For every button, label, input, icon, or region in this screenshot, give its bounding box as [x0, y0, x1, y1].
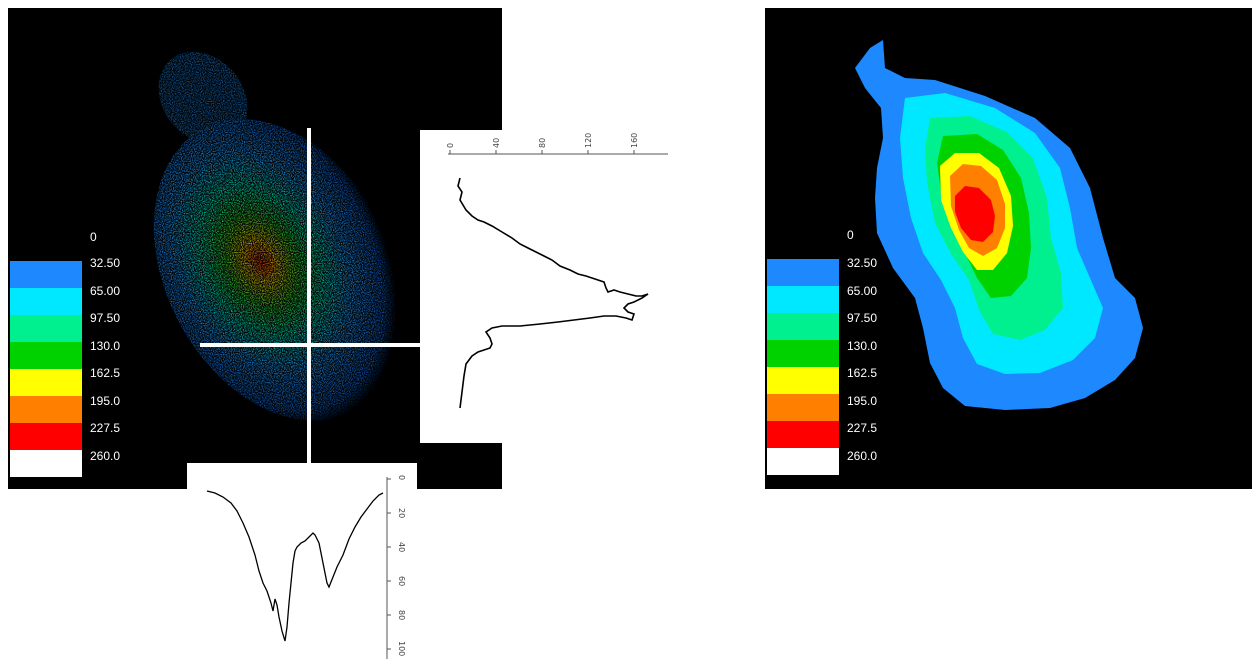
legend-label: 130.0 — [847, 339, 878, 353]
tick-label: 20 — [397, 508, 406, 518]
legend-swatch — [10, 396, 82, 423]
legend-swatch — [767, 259, 839, 286]
legend-label: 195.0 — [90, 394, 121, 408]
right-color-legend: 0 32.50 65.00 97.50 130.0 162.5 195.0 22… — [767, 228, 907, 490]
tick-label: 160 — [630, 133, 639, 148]
horizontal-profile-curve — [206, 490, 384, 642]
legend-label: 195.0 — [847, 394, 878, 408]
fitted-beam-image — [855, 40, 1143, 410]
legend-label: 97.50 — [847, 311, 878, 325]
legend-swatch — [767, 367, 839, 394]
tick-label: 40 — [397, 542, 406, 552]
tick-label: 80 — [397, 610, 406, 620]
tick-label: 120 — [584, 133, 593, 148]
legend-label: 65.00 — [90, 284, 121, 298]
fitted-contours — [855, 40, 1143, 410]
legend-swatch — [767, 286, 839, 313]
legend-label: 260.0 — [847, 449, 878, 463]
legend-swatch — [10, 423, 82, 450]
legend-swatch — [767, 421, 839, 448]
tick-label: 40 — [492, 138, 501, 148]
legend-swatch — [10, 288, 82, 315]
legend-label: 227.5 — [847, 421, 878, 435]
legend-label: 227.5 — [90, 421, 121, 435]
left-color-legend: 0 32.50 65.00 97.50 130.0 162.5 195.0 22… — [10, 230, 150, 492]
legend-zero-label: 0 — [90, 230, 97, 244]
tick-label: 0 — [446, 143, 455, 148]
fitted-beam-image-panel — [765, 8, 1252, 489]
legend-label: 97.50 — [90, 311, 121, 325]
legend-label: 32.50 — [847, 256, 878, 270]
legend-swatch — [767, 313, 839, 340]
legend-label: 130.0 — [90, 339, 121, 353]
legend-swatch — [10, 450, 82, 477]
legend-label: 260.0 — [90, 449, 121, 463]
crosshair-vertical-line — [307, 128, 311, 463]
horizontal-profile-svg: 0 20 40 60 80 100 — [206, 475, 406, 659]
tick-label: 0 — [397, 475, 406, 480]
legend-label: 32.50 — [90, 256, 121, 270]
legend-swatch — [10, 369, 82, 396]
vertical-profile-curve — [457, 177, 649, 409]
legend-swatch — [767, 340, 839, 367]
legend-swatch — [10, 315, 82, 342]
legend-swatch — [767, 448, 839, 475]
tick-label: 100 — [397, 641, 406, 656]
tick-label: 80 — [538, 138, 547, 148]
legend-label: 162.5 — [847, 366, 878, 380]
horizontal-profile-plot: 0 20 40 60 80 100 — [187, 463, 417, 662]
legend-zero-label: 0 — [847, 228, 854, 242]
legend-label: 65.00 — [847, 284, 878, 298]
vertical-profile-svg: 0 40 80 120 160 — [446, 133, 668, 409]
legend-swatch — [10, 261, 82, 288]
speckle-beam — [153, 51, 403, 421]
crosshair-horizontal-line — [200, 343, 420, 347]
legend-label: 162.5 — [90, 366, 121, 380]
legend-swatch — [10, 342, 82, 369]
tick-label: 60 — [397, 576, 406, 586]
legend-swatch — [767, 394, 839, 421]
vertical-profile-plot: 0 40 80 120 160 — [420, 130, 672, 443]
